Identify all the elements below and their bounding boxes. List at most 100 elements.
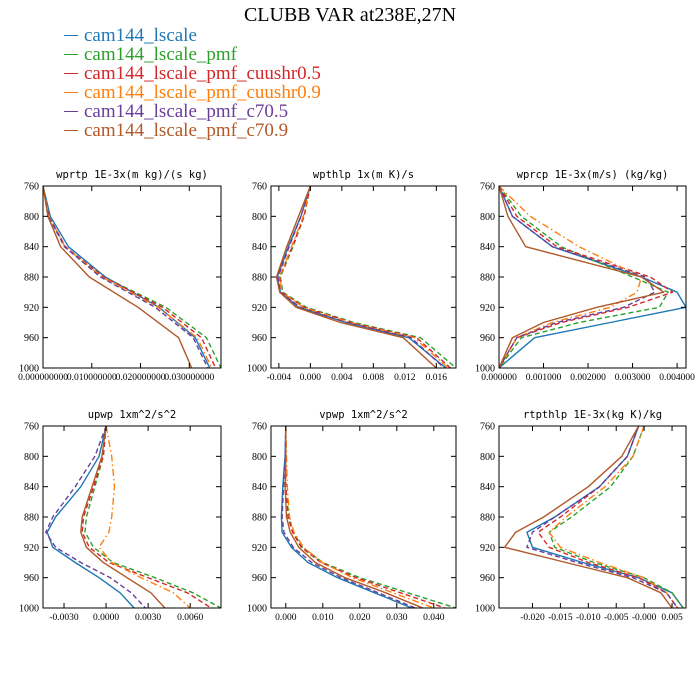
series-line xyxy=(279,186,449,368)
subplot: wprtp 1E-3x(m kg)/(s kg) 760 800 840 880 920 9… xyxy=(18,169,222,383)
series-line xyxy=(279,186,456,368)
y-tick-label: 760 xyxy=(24,422,39,433)
y-tick-label: 880 xyxy=(480,273,495,284)
series-line xyxy=(43,186,211,368)
x-tick-label: -0.010 xyxy=(576,613,601,623)
x-tick-label: 0.005 xyxy=(661,613,683,623)
legend-label: cam144_lscale_pmf_c70.5 xyxy=(84,101,289,122)
x-tick-label: 0.016 xyxy=(426,373,448,383)
y-tick-label: 840 xyxy=(24,482,39,493)
subplot-title: upwp 1xm^2/s^2 xyxy=(88,409,177,421)
x-tick-label: 0.003000 xyxy=(615,373,651,383)
x-tick-label: 0.030 xyxy=(386,613,408,623)
y-tick-label: 920 xyxy=(24,543,39,554)
series-line xyxy=(43,186,217,368)
series-group xyxy=(499,186,686,368)
y-tick-label: 920 xyxy=(252,543,267,554)
legend-label: cam144_lscale_pmf_cuushr0.5 xyxy=(84,63,321,84)
x-tick-label: 0.000000000 xyxy=(18,373,68,383)
y-tick-label: 880 xyxy=(24,273,39,284)
y-tick-label: 800 xyxy=(480,452,495,463)
legend-label: cam144_lscale_pmf_cuushr0.9 xyxy=(84,82,321,103)
series-group xyxy=(45,426,221,608)
series-line xyxy=(499,186,643,368)
y-tick-label: 800 xyxy=(252,452,267,463)
y-tick-label: 840 xyxy=(252,482,267,493)
y-tick-label: 960 xyxy=(252,333,267,344)
series-group xyxy=(275,186,456,368)
legend-swatch xyxy=(64,35,78,36)
y-tick-label: 1000 xyxy=(475,604,495,615)
x-tick-label: -0.004 xyxy=(267,373,292,383)
x-tick-label: -0.005 xyxy=(604,613,629,623)
legend-item: cam144_lscale_pmf xyxy=(64,45,484,64)
series-line xyxy=(285,426,435,608)
y-tick-label: 960 xyxy=(480,573,495,584)
x-tick-label: 0.008 xyxy=(363,373,385,383)
x-tick-label: 0.010000000 xyxy=(67,373,117,383)
x-tick-label: 0.012 xyxy=(394,373,416,383)
subplot: vpwp 1xm^2/s^2 760 800 840 880 920 960 1000 0.00… xyxy=(247,409,457,623)
x-tick-label: 0.0030 xyxy=(135,613,161,623)
series-line xyxy=(279,186,451,368)
y-tick-label: 800 xyxy=(480,212,495,223)
x-tick-label: 0.000000 xyxy=(481,373,517,383)
x-tick-label: -0.0030 xyxy=(49,613,79,623)
x-tick-label: 0.030000000 xyxy=(164,373,214,383)
y-tick-label: 800 xyxy=(24,452,39,463)
y-tick-label: 920 xyxy=(480,543,495,554)
series-line xyxy=(43,186,209,368)
y-tick-label: 880 xyxy=(480,513,495,524)
legend-swatch xyxy=(64,73,78,74)
y-tick-label: 920 xyxy=(480,303,495,314)
x-tick-label: 0.004000 xyxy=(659,373,695,383)
y-tick-label: 920 xyxy=(252,303,267,314)
legend-label: cam144_lscale_pmf_c70.9 xyxy=(84,120,289,141)
y-tick-label: 760 xyxy=(24,182,39,193)
series-line xyxy=(499,186,656,368)
y-tick-label: 1000 xyxy=(19,604,39,615)
series-line xyxy=(548,426,684,608)
series-line xyxy=(84,426,221,608)
x-tick-label: -0.020 xyxy=(520,613,545,623)
y-tick-label: 760 xyxy=(252,182,267,193)
legend-item: cam144_lscale xyxy=(64,26,484,45)
y-tick-label: 960 xyxy=(24,573,39,584)
subplot: rtpthlp 1E-3x(kg K)/kg 760 800 840 880 920 960… xyxy=(475,409,687,623)
series-line xyxy=(499,186,674,368)
series-line xyxy=(43,186,193,368)
series-line xyxy=(499,186,669,368)
series-line xyxy=(280,426,412,608)
x-tick-label: 0.0000 xyxy=(93,613,119,623)
y-tick-label: 1000 xyxy=(475,364,495,375)
y-tick-label: 840 xyxy=(24,242,39,253)
series-line xyxy=(277,186,445,368)
series-group xyxy=(503,426,684,608)
series-line xyxy=(275,186,437,368)
legend-item: cam144_lscale_pmf_c70.9 xyxy=(64,121,484,140)
y-tick-label: 800 xyxy=(24,212,39,223)
y-tick-label: 880 xyxy=(252,513,267,524)
series-line xyxy=(285,426,446,608)
series-line xyxy=(43,186,213,368)
legend-item: cam144_lscale_pmf_c70.5 xyxy=(64,102,484,121)
series-line xyxy=(503,426,673,608)
legend-item: cam144_lscale_pmf_cuushr0.9 xyxy=(64,83,484,102)
y-tick-label: 1000 xyxy=(247,364,267,375)
y-tick-label: 880 xyxy=(252,273,267,284)
series-line xyxy=(499,186,665,368)
series-line xyxy=(45,426,146,608)
x-tick-label: 0.002000 xyxy=(570,373,606,383)
series-line xyxy=(98,426,191,608)
y-tick-label: 760 xyxy=(252,422,267,433)
y-tick-label: 800 xyxy=(252,212,267,223)
legend-swatch xyxy=(64,54,78,55)
y-tick-label: 960 xyxy=(480,333,495,344)
plot-frame xyxy=(270,185,457,369)
x-tick-label: 0.020000000 xyxy=(116,373,166,383)
y-tick-label: 840 xyxy=(480,242,495,253)
x-tick-label: 0.010 xyxy=(312,613,334,623)
x-tick-label: -0.000 xyxy=(632,613,657,623)
series-line xyxy=(537,426,679,608)
